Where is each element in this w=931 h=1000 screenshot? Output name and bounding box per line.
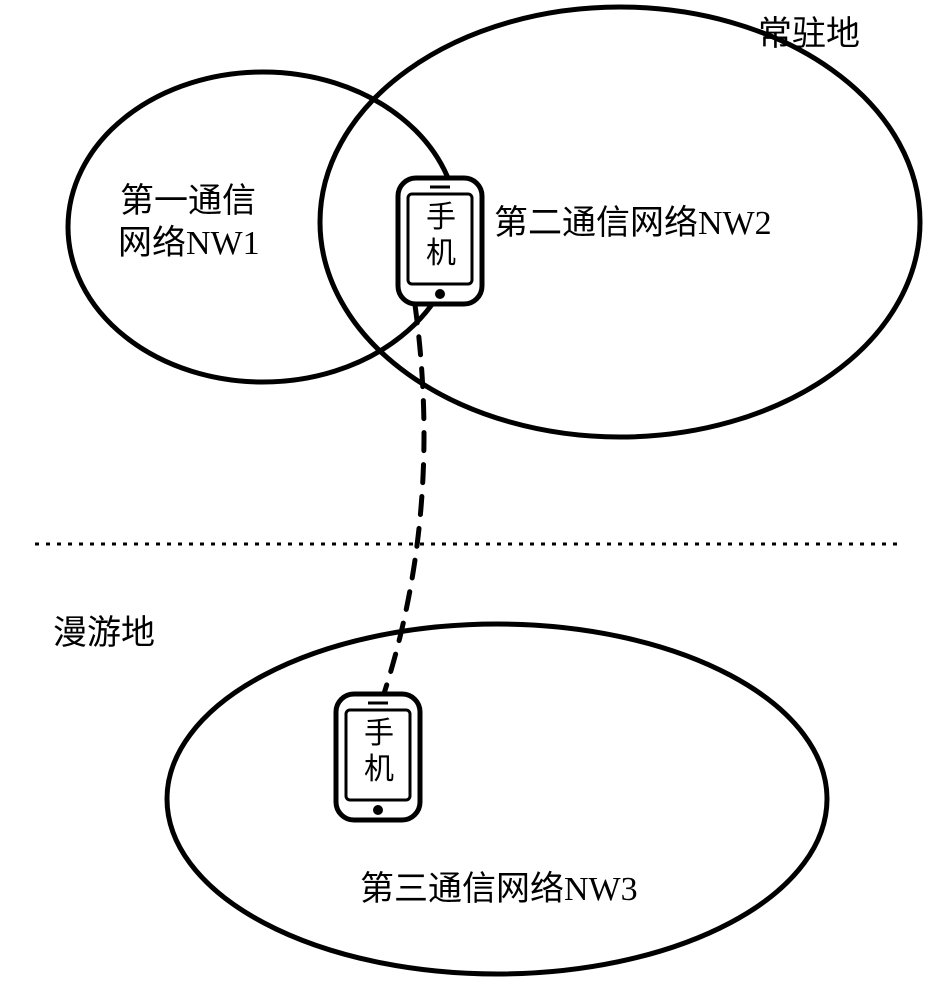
nw3-label: 第三通信网络NW3 bbox=[360, 870, 638, 911]
resident-area-label: 常驻地 bbox=[758, 15, 860, 56]
phone-resident-label-2: 机 bbox=[426, 236, 456, 272]
nw2-label: 第二通信网络NW2 bbox=[494, 204, 772, 245]
nw1-label-line1: 第一通信 bbox=[120, 182, 256, 223]
phone-roaming-label-2: 机 bbox=[364, 752, 394, 788]
phone-resident-label-1: 手 bbox=[426, 200, 456, 236]
diagram-canvas bbox=[0, 0, 931, 1000]
roaming-area-label: 漫游地 bbox=[53, 614, 155, 655]
phone-roaming-label-1: 手 bbox=[364, 716, 394, 752]
nw3-ellipse bbox=[167, 624, 827, 974]
nw1-label-line2: 网络NW1 bbox=[118, 224, 260, 265]
